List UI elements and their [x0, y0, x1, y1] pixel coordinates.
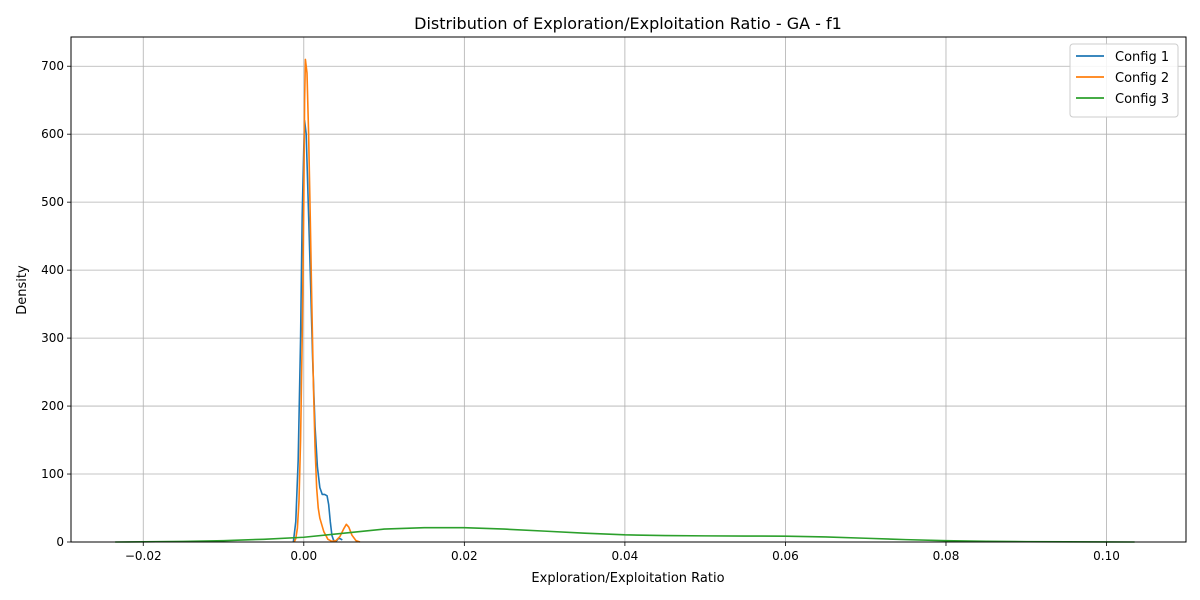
series-layer [115, 58, 1135, 543]
grid [71, 37, 1186, 543]
x-axis: −0.02 0.00 0.02 0.04 0.06 0.08 0.10 [125, 542, 1120, 563]
x-tick-label: 0.00 [290, 549, 317, 563]
x-tick-label: −0.02 [125, 549, 162, 563]
legend-label: Config 3 [1115, 92, 1169, 107]
x-tick-label: 0.06 [772, 549, 799, 563]
y-tick-label: 100 [41, 467, 64, 481]
y-tick-label: 0 [56, 535, 64, 549]
y-tick-label: 700 [41, 59, 64, 73]
y-axis: 0 100 200 300 400 500 600 700 [41, 59, 71, 549]
x-tick-label: 0.02 [451, 549, 478, 563]
chart-title: Distribution of Exploration/Exploitation… [414, 14, 842, 33]
y-axis-label: Density [15, 265, 30, 315]
y-tick-label: 400 [41, 263, 64, 277]
legend-label: Config 1 [1115, 50, 1169, 65]
legend: Config 1 Config 2 Config 3 [1069, 43, 1179, 118]
plot-frame [70, 36, 1187, 543]
y-tick-label: 500 [41, 195, 64, 209]
y-tick-label: 600 [41, 127, 64, 141]
x-axis-label: Exploration/Exploitation Ratio [531, 571, 724, 586]
legend-label: Config 2 [1115, 71, 1169, 86]
series-line-config-2 [293, 58, 361, 543]
series-line-config-3 [115, 526, 1135, 543]
x-tick-label: 0.08 [933, 549, 960, 563]
x-tick-label: 0.04 [612, 549, 639, 563]
x-tick-label: 0.10 [1093, 549, 1120, 563]
y-tick-label: 200 [41, 399, 64, 413]
y-tick-label: 300 [41, 331, 64, 345]
